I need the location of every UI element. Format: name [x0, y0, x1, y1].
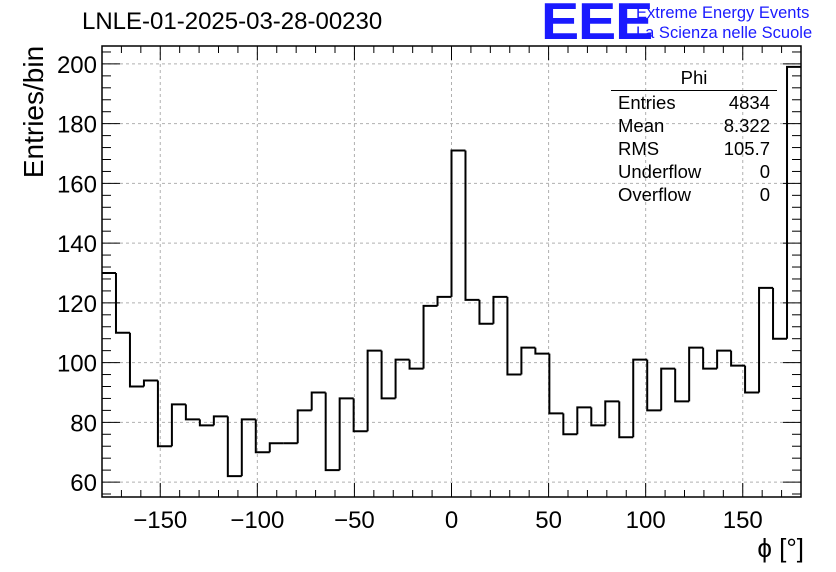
logo-line-1: Extreme Energy Events: [636, 4, 810, 22]
histogram-bin: [618, 401, 634, 439]
stats-value: 4834: [728, 92, 770, 113]
histogram-bin: [254, 419, 270, 454]
histogram-bin: [436, 295, 452, 306]
x-tick-label: 50: [535, 507, 562, 534]
x-tick-label: 0: [445, 507, 458, 534]
histogram-bin: [198, 419, 214, 427]
stats-label: Overflow: [618, 184, 691, 205]
histogram-bin: [604, 400, 620, 426]
histogram-bin: [296, 409, 312, 444]
y-tick-label: 160: [57, 171, 97, 198]
histogram-bin: [674, 368, 690, 403]
histogram-bin: [422, 304, 438, 369]
histogram-bin: [660, 367, 676, 411]
histogram-bin: [184, 404, 200, 421]
histogram-bin: [366, 349, 382, 432]
y-tick-label: 140: [57, 231, 97, 258]
y-tick-label: 60: [70, 470, 97, 497]
histogram-bin: [380, 350, 396, 400]
histogram-bin: [114, 272, 130, 334]
y-tick-label: 120: [57, 291, 97, 318]
histogram-bin: [450, 149, 466, 297]
stats-label: Underflow: [618, 161, 702, 182]
histogram-bin: [128, 332, 144, 388]
stats-title: Phi: [611, 68, 777, 91]
histogram-bin: [324, 392, 340, 472]
y-axis-label: Entries/bin: [18, 45, 49, 179]
histogram-bin: [548, 353, 564, 415]
stats-value: 0: [759, 161, 770, 182]
x-tick-label: 150: [723, 507, 763, 534]
y-tick-label: 80: [70, 410, 97, 437]
histogram-bin: [170, 403, 186, 447]
histogram-bin: [478, 299, 494, 325]
histogram-bin: [492, 295, 508, 324]
histogram-bin: [520, 346, 536, 375]
stats-row: Underflow 0: [611, 160, 777, 183]
histogram-bin: [702, 347, 718, 370]
histogram-bin: [310, 391, 326, 411]
histogram-bin: [786, 65, 801, 339]
histogram-bin: [632, 358, 648, 438]
histogram-bin: [338, 397, 354, 471]
x-axis-label: ϕ [°]: [757, 533, 804, 563]
y-tick-label: 100: [57, 351, 97, 378]
y-tick-label: 180: [57, 112, 97, 139]
histogram-bin: [142, 379, 158, 387]
stats-label: Entries: [618, 92, 676, 113]
x-tick-label: −50: [334, 507, 375, 534]
stats-row: RMS 105.7: [611, 137, 777, 160]
histogram-bin: [226, 416, 242, 478]
eee-logo-text: Extreme Energy Events La Scienza nelle S…: [636, 3, 812, 43]
histogram-bin: [534, 347, 550, 355]
histogram-bin: [730, 350, 746, 367]
stats-value: 0: [759, 184, 770, 205]
histogram-bin: [562, 413, 578, 436]
stats-value: 105.7: [723, 138, 770, 159]
x-tick-label: −150: [133, 507, 187, 534]
y-tick-label: 200: [57, 52, 97, 79]
stats-label: RMS: [618, 138, 660, 159]
histogram-bin: [758, 286, 774, 393]
histogram-bin: [506, 296, 522, 376]
stats-label: Mean: [618, 115, 665, 136]
histogram-bin: [394, 358, 410, 399]
histogram-bin: [688, 346, 704, 402]
x-tick-label: −100: [230, 507, 284, 534]
histogram-bin: [646, 359, 662, 412]
histogram-bin: [744, 365, 760, 394]
histogram-bin: [268, 442, 284, 453]
histogram-bin: [576, 406, 592, 435]
eee-logo: EEE: [541, 0, 653, 51]
stats-box: Phi Entries 4834 Mean 8.322 RMS 105.7 Un…: [611, 68, 777, 206]
histogram-bin: [240, 418, 256, 477]
histogram-bin: [212, 415, 228, 426]
histogram-bin: [156, 380, 172, 448]
plot-frame: [101, 45, 802, 498]
histogram-bin: [772, 287, 788, 340]
histogram-bin: [590, 407, 606, 427]
stats-row: Entries 4834: [611, 91, 777, 114]
plot-title: LNLE-01-2025-03-28-00230: [82, 8, 383, 35]
x-tick-label: 100: [626, 507, 666, 534]
histogram-bin: [716, 349, 732, 369]
stats-value: 8.322: [723, 115, 770, 136]
logo-line-2: La Scienza nelle Scuole: [636, 24, 813, 42]
histogram-bin: [352, 398, 368, 433]
stats-row: Overflow 0: [611, 183, 777, 206]
stats-row: Mean 8.322: [611, 114, 777, 137]
histogram-bin: [408, 359, 424, 370]
histogram-bin: [464, 150, 480, 301]
